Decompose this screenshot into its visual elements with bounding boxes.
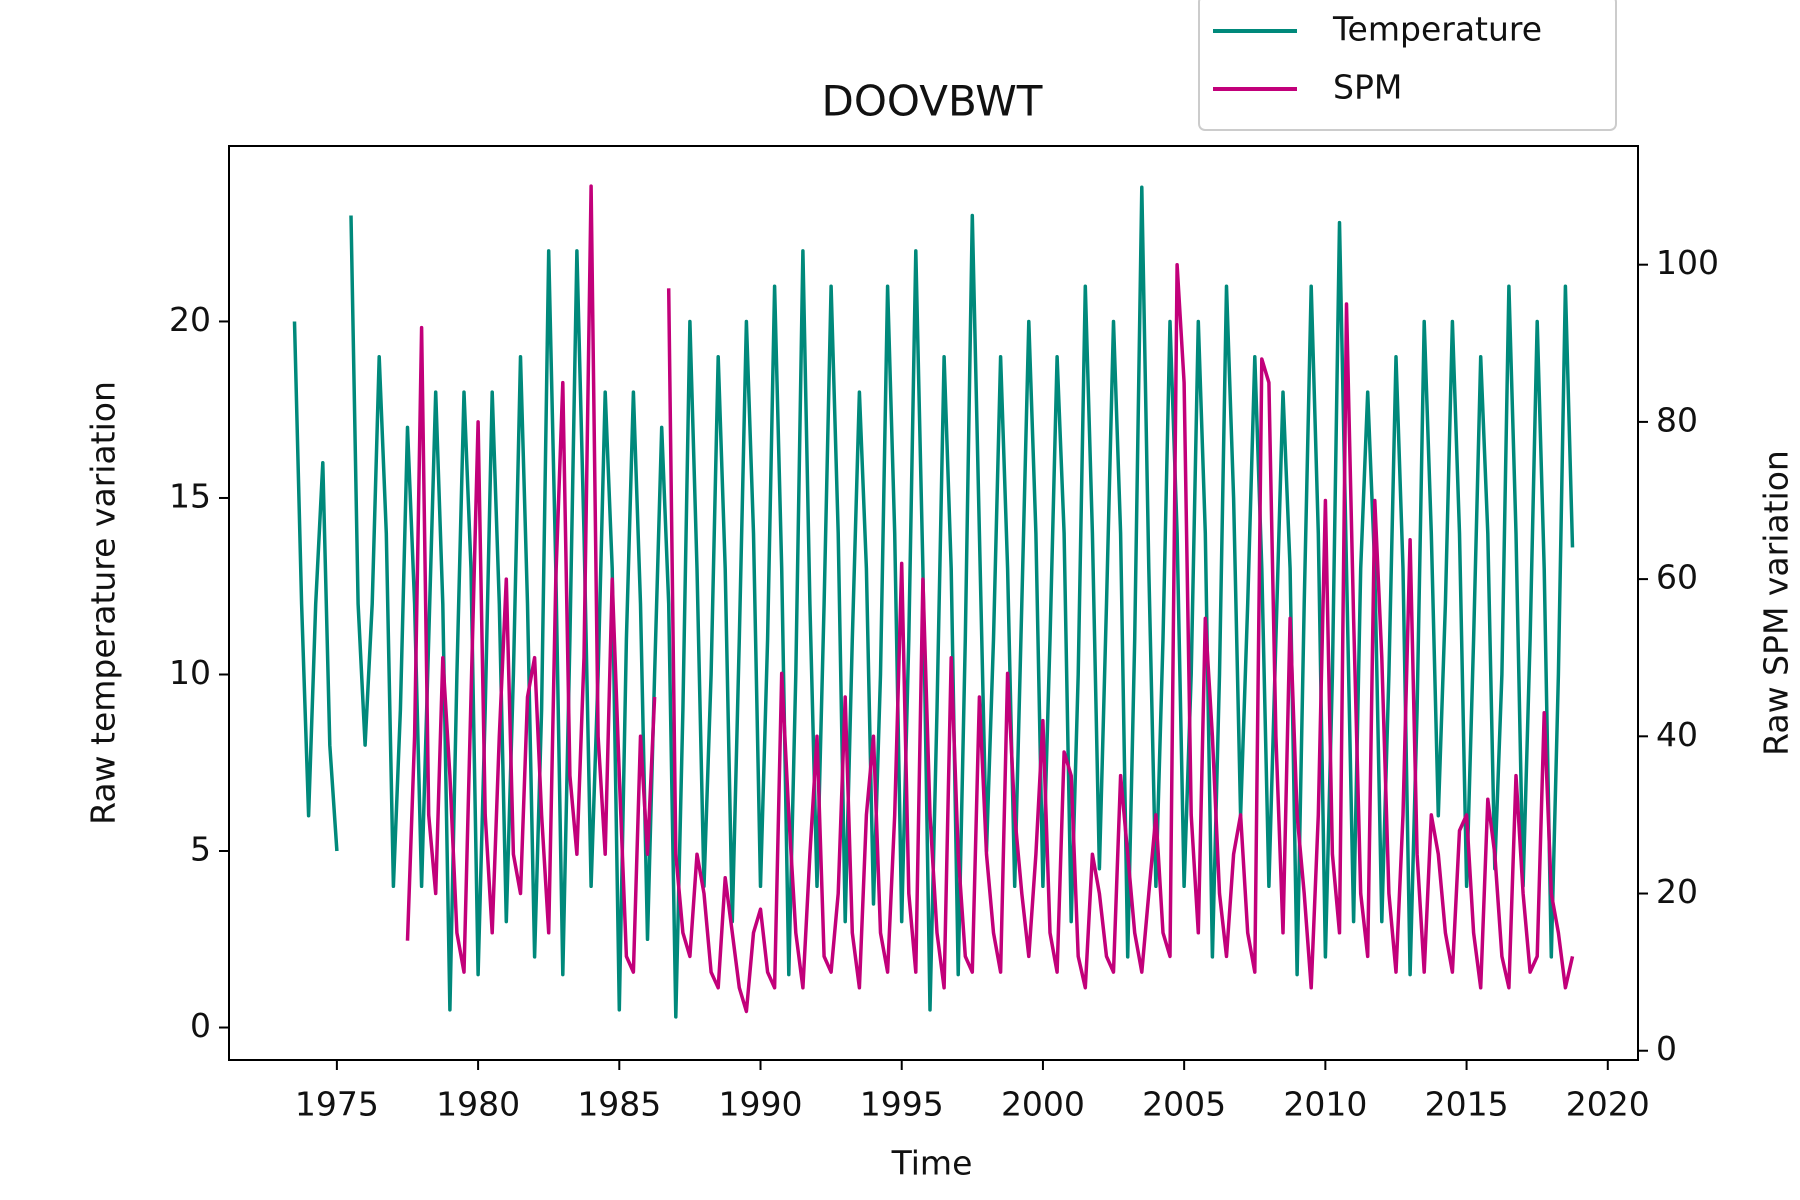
chart-title: DOOVBWT xyxy=(822,77,1043,126)
y2-tick-label: 100 xyxy=(1656,243,1719,282)
data-line xyxy=(405,184,1575,1014)
y2-tick-label: 20 xyxy=(1656,872,1698,911)
y-tick-label: 0 xyxy=(190,1006,211,1045)
x-tick-label: 2005 xyxy=(1142,1085,1226,1124)
y2-tick-label: 40 xyxy=(1656,715,1698,754)
x-tick-label: 1980 xyxy=(436,1085,520,1124)
x-tick-label: 2015 xyxy=(1425,1085,1509,1124)
x-tick-label: 1990 xyxy=(719,1085,803,1124)
x-tick-label: 1995 xyxy=(860,1085,944,1124)
legend-label: Temperature xyxy=(1332,10,1542,49)
legend-label: SPM xyxy=(1333,68,1402,107)
x-tick-label: 2000 xyxy=(1001,1085,1085,1124)
plot-frame xyxy=(228,145,1639,1061)
y-tick-label: 10 xyxy=(169,653,211,692)
x-tick-label: 1975 xyxy=(295,1085,379,1124)
data-line xyxy=(292,185,1575,1019)
y2-tick-label: 60 xyxy=(1656,558,1698,597)
x-tick-label: 1985 xyxy=(577,1085,661,1124)
y-tick-label: 15 xyxy=(169,476,211,515)
x-axis-label: Time xyxy=(891,1144,973,1183)
x-tick-label: 2010 xyxy=(1283,1085,1367,1124)
y2-tick-label: 80 xyxy=(1656,400,1698,439)
y-tick-label: 5 xyxy=(190,830,211,869)
x-tick-label: 2020 xyxy=(1566,1085,1650,1124)
y2-axis-label: Raw SPM variation xyxy=(1757,450,1796,756)
y-axis-label: Raw temperature variation xyxy=(84,381,123,825)
y2-tick-label: 0 xyxy=(1656,1029,1677,1068)
y-tick-label: 20 xyxy=(169,300,211,339)
legend-box xyxy=(1198,0,1617,131)
